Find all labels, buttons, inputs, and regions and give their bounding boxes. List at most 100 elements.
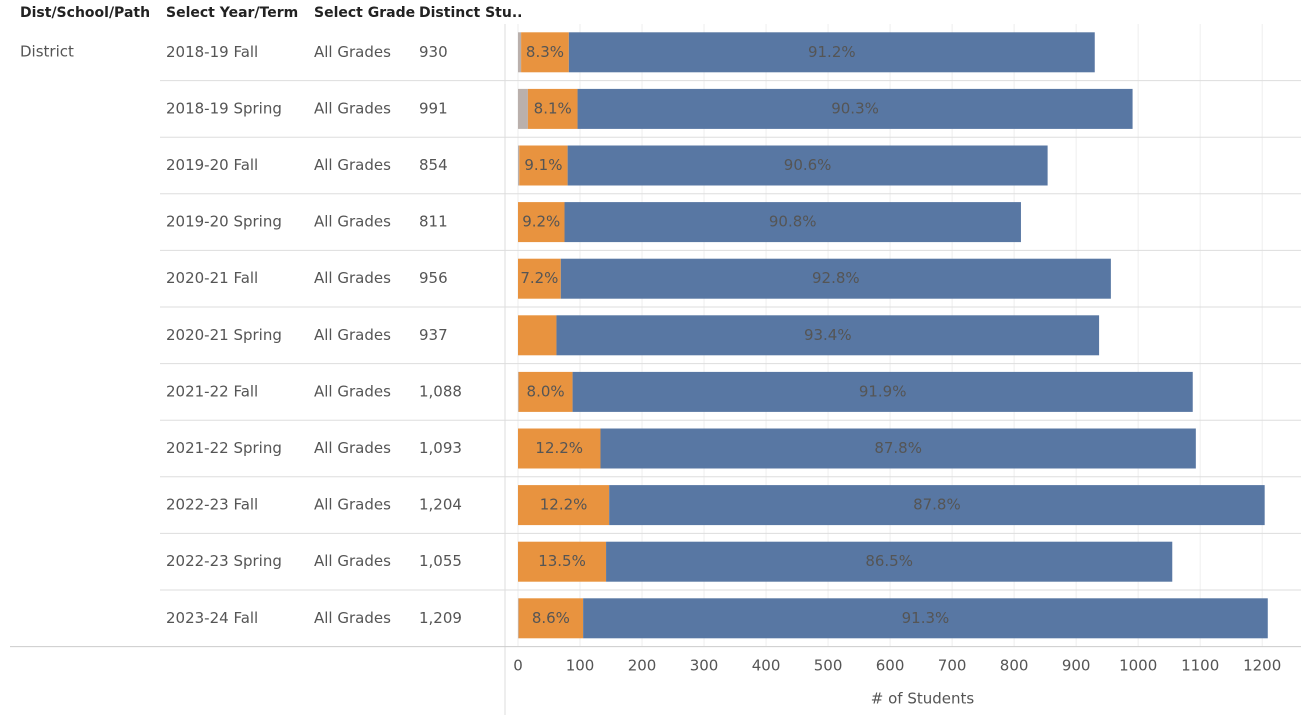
grade: All Grades bbox=[314, 552, 391, 570]
distinct-count: 1,204 bbox=[419, 496, 462, 514]
bar-segment bbox=[518, 598, 519, 639]
data-label: 12.2% bbox=[535, 439, 583, 457]
x-tick-label: 400 bbox=[752, 657, 781, 675]
grade: All Grades bbox=[314, 326, 391, 344]
grade: All Grades bbox=[314, 382, 391, 400]
grade: All Grades bbox=[314, 99, 391, 117]
data-label: 7.2% bbox=[520, 269, 558, 287]
bar-segment bbox=[518, 88, 528, 129]
x-tick-label: 900 bbox=[1062, 657, 1091, 675]
x-tick-label: 1200 bbox=[1243, 657, 1281, 675]
data-label: 86.5% bbox=[865, 552, 913, 570]
grade: All Grades bbox=[314, 609, 391, 627]
bar-segment bbox=[518, 32, 522, 73]
grade: All Grades bbox=[314, 496, 391, 514]
bar-segment bbox=[600, 428, 1196, 469]
bar-segment bbox=[567, 145, 1048, 186]
x-tick-label: 1000 bbox=[1119, 657, 1157, 675]
data-label: 92.8% bbox=[812, 269, 860, 287]
data-label: 87.8% bbox=[913, 496, 961, 514]
data-label: 8.0% bbox=[527, 382, 565, 400]
data-label: 90.6% bbox=[784, 156, 832, 174]
year-term: 2021-22 Fall bbox=[166, 382, 258, 400]
grade: All Grades bbox=[314, 43, 391, 61]
year-term: 2022-23 Fall bbox=[166, 496, 258, 514]
data-label: 8.6% bbox=[532, 609, 570, 627]
year-term: 2021-22 Spring bbox=[166, 439, 282, 457]
distinct-count: 1,088 bbox=[419, 382, 462, 400]
distinct-count: 1,093 bbox=[419, 439, 462, 457]
bar-segment bbox=[572, 371, 1193, 412]
column-header: Select Grade bbox=[314, 5, 415, 21]
bar-segment bbox=[577, 88, 1133, 129]
x-tick-label: 100 bbox=[566, 657, 595, 675]
data-label: 90.3% bbox=[831, 99, 879, 117]
column-header: Dist/School/Path bbox=[20, 5, 150, 21]
grade: All Grades bbox=[314, 269, 391, 287]
grade: All Grades bbox=[314, 156, 391, 174]
x-axis-title: # of Students bbox=[871, 690, 975, 708]
x-tick-label: 300 bbox=[690, 657, 719, 675]
x-tick-label: 700 bbox=[938, 657, 967, 675]
bar-segment bbox=[518, 371, 519, 412]
data-label: 9.2% bbox=[522, 213, 560, 231]
bar-segment bbox=[518, 145, 520, 186]
distinct-count: 991 bbox=[419, 99, 448, 117]
bar-segment bbox=[564, 202, 1021, 243]
year-term: 2020-21 Fall bbox=[166, 269, 258, 287]
data-label: 91.2% bbox=[808, 43, 856, 61]
year-term: 2023-24 Fall bbox=[166, 609, 258, 627]
year-term: 2022-23 Spring bbox=[166, 552, 282, 570]
distinct-count: 854 bbox=[419, 156, 448, 174]
bar-segment bbox=[518, 598, 584, 639]
grade: All Grades bbox=[314, 213, 391, 231]
data-label: 13.5% bbox=[538, 552, 586, 570]
bar-segment bbox=[518, 202, 565, 243]
data-label: 8.1% bbox=[534, 99, 572, 117]
x-tick-label: 1100 bbox=[1181, 657, 1219, 675]
year-term: 2020-21 Spring bbox=[166, 326, 282, 344]
bar-segment bbox=[527, 88, 578, 129]
column-header: Distinct Stu.. bbox=[419, 5, 522, 21]
data-label: 9.1% bbox=[524, 156, 562, 174]
bar-segment bbox=[556, 315, 1100, 356]
x-tick-label: 800 bbox=[1000, 657, 1029, 675]
bar-segment bbox=[606, 541, 1173, 582]
column-header: Select Year/Term bbox=[166, 5, 298, 21]
data-label: 87.8% bbox=[874, 439, 922, 457]
bar-segment bbox=[518, 258, 561, 299]
data-label: 8.3% bbox=[526, 43, 564, 61]
data-label: 91.3% bbox=[902, 609, 950, 627]
grade: All Grades bbox=[314, 439, 391, 457]
bar-segment bbox=[518, 541, 607, 582]
bar-segment bbox=[583, 598, 1268, 639]
year-term: 2018-19 Spring bbox=[166, 99, 282, 117]
bar-segment bbox=[518, 428, 601, 469]
x-tick-label: 200 bbox=[628, 657, 657, 675]
distinct-count: 1,209 bbox=[419, 609, 462, 627]
data-label: 12.2% bbox=[540, 496, 588, 514]
bar-segment bbox=[518, 485, 610, 526]
year-term: 2018-19 Fall bbox=[166, 43, 258, 61]
x-tick-label: 0 bbox=[513, 657, 523, 675]
bar-segment bbox=[521, 32, 569, 73]
distinct-count: 811 bbox=[419, 213, 448, 231]
distinct-count: 930 bbox=[419, 43, 448, 61]
data-label: 93.4% bbox=[804, 326, 852, 344]
x-tick-label: 600 bbox=[876, 657, 905, 675]
group-label: District bbox=[20, 43, 74, 61]
bar-segment bbox=[609, 485, 1265, 526]
data-label: 91.9% bbox=[859, 382, 907, 400]
distinct-count: 956 bbox=[419, 269, 448, 287]
bar-segment bbox=[568, 32, 1095, 73]
bar-segment bbox=[560, 258, 1111, 299]
year-term: 2019-20 Spring bbox=[166, 213, 282, 231]
bar-segment bbox=[518, 371, 573, 412]
year-term: 2019-20 Fall bbox=[166, 156, 258, 174]
bar-segment bbox=[519, 145, 568, 186]
distinct-count: 1,055 bbox=[419, 552, 462, 570]
bar-segment bbox=[518, 315, 557, 356]
data-label: 90.8% bbox=[769, 213, 817, 231]
distinct-count: 937 bbox=[419, 326, 448, 344]
